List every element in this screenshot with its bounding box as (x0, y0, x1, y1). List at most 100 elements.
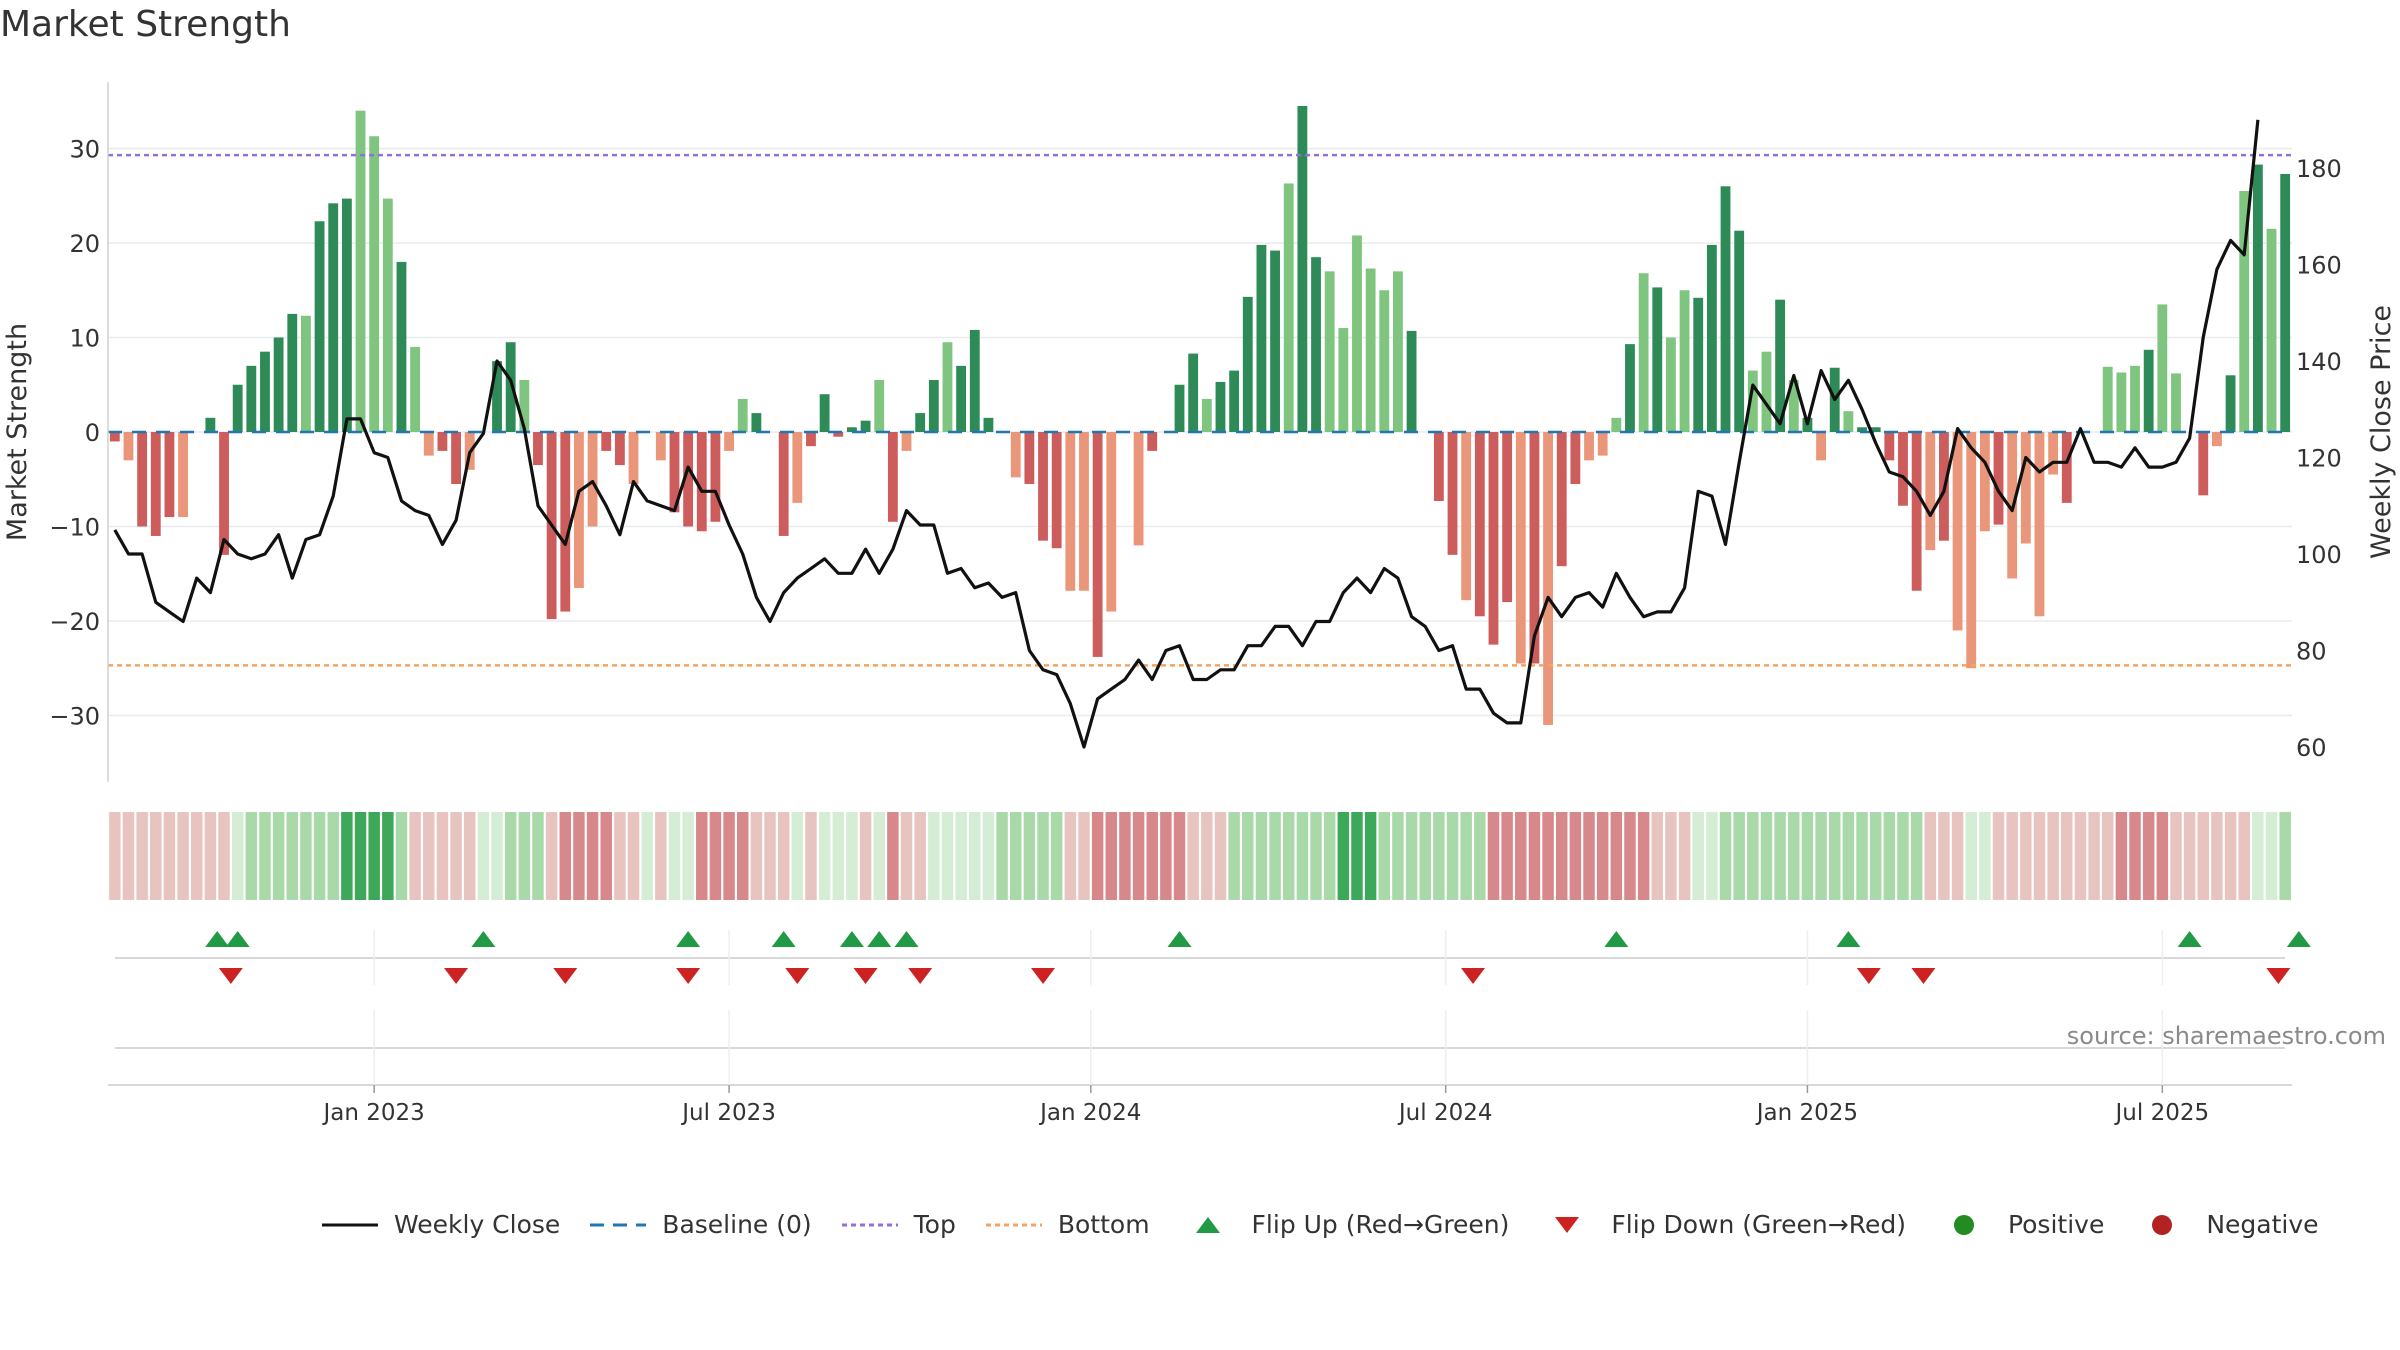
strength-bar (505, 342, 516, 432)
strength-bar (260, 351, 270, 432)
strength-bar (1365, 268, 1376, 432)
strength-strip-cell (1924, 812, 1937, 900)
bars-layer (109, 105, 2291, 725)
strength-bar (1543, 432, 1553, 725)
strength-strip-cell (1228, 812, 1240, 900)
flip-up-marker (894, 931, 919, 947)
strength-strip-cell (969, 812, 981, 900)
strength-bar (246, 365, 257, 432)
strength-bar (901, 432, 912, 451)
strength-strip-cell (245, 812, 258, 900)
strength-bar (1816, 432, 1826, 461)
strength-bar (614, 432, 625, 466)
strength-strip-cell (1897, 812, 1909, 900)
legend-item-positive: Positive (1934, 1210, 2104, 1239)
strength-strip-cell (354, 812, 367, 900)
x-tick-label: Jan 2024 (1038, 1100, 1141, 1126)
strength-bar (123, 432, 134, 461)
strength-strip-cell (2170, 812, 2182, 900)
strength-bar (1788, 380, 1799, 432)
legend-glyph (1555, 1216, 1580, 1233)
strength-bar (1092, 432, 1103, 657)
strength-strip-cell (545, 812, 558, 900)
strength-bar (1666, 337, 1676, 432)
flip-up-marker (1836, 931, 1861, 947)
flip-down-marker (1461, 968, 1485, 984)
close-line-layer (113, 119, 2260, 749)
legend-item-baseline: Baseline (0) (588, 1210, 812, 1239)
strength-strip-cell (1078, 812, 1090, 900)
strength-strip-cell (1119, 812, 1131, 900)
strength-strip-cell (614, 812, 626, 900)
strength-strip-cell (1296, 812, 1309, 900)
strength-strip-cell (109, 812, 121, 900)
strength-strip-cell (736, 812, 749, 900)
strength-bar (2266, 228, 2277, 432)
strength-bar (1133, 432, 1144, 546)
strength-bar (273, 337, 284, 432)
strength-bar (778, 432, 789, 536)
strength-bar (423, 432, 434, 456)
page-title: Market Strength (0, 4, 291, 45)
strength-strip-cell (204, 812, 217, 900)
strength-strip-cell (668, 812, 681, 900)
strength-strip-cell (2197, 812, 2210, 900)
strength-bar (2048, 432, 2059, 475)
legend-label: Flip Up (Red→Green) (1251, 1210, 1510, 1239)
legend-symbol-top (841, 1223, 898, 1226)
strength-bar (792, 432, 803, 503)
strength-bar (1693, 297, 1704, 432)
flip-up-marker (867, 931, 892, 947)
strength-strip-cell (2006, 812, 2018, 900)
legend-label: Bottom (1057, 1210, 1150, 1239)
x-axis-layer: Jan 2023 Jul 2023 Jan 2024 Jul 2024 Jan 2025… (108, 1010, 2292, 1126)
legend-symbol-bottom (985, 1223, 1042, 1226)
strength-bar (1447, 432, 1458, 555)
strength-bar (956, 365, 967, 432)
legend-symbol-close (322, 1223, 378, 1226)
strength-bar (1488, 432, 1499, 645)
y2-tick-label: 60 (2296, 734, 2327, 762)
color-strip-layer (109, 812, 2291, 900)
strength-bar (1283, 183, 1294, 432)
strength-strip-cell (777, 812, 790, 900)
strength-strip-cell (2183, 812, 2196, 900)
strength-bar (2212, 432, 2222, 447)
strength-bar (2116, 372, 2127, 432)
strength-strip-cell (2279, 812, 2291, 900)
strength-strip-cell (928, 812, 940, 900)
legend-symbol-baseline (590, 1223, 647, 1226)
strength-strip-cell (1801, 812, 1814, 900)
strength-bar (737, 398, 748, 432)
flip-down-marker (553, 968, 578, 984)
strength-strip-cell (1583, 812, 1595, 900)
y-tick-label: −20 (49, 608, 100, 636)
strength-bar (1406, 330, 1417, 432)
strength-strip-cell (1869, 812, 1882, 900)
strength-strip-cell (1610, 812, 1623, 900)
strength-bar (1652, 287, 1663, 432)
strength-bar (328, 203, 339, 432)
strength-bar (1147, 432, 1158, 451)
strength-strip-cell (1433, 812, 1445, 900)
strength-bar (1911, 432, 1922, 591)
flip-down-marker (785, 968, 810, 984)
strength-strip-cell (1419, 812, 1431, 900)
strength-bar (1393, 271, 1403, 432)
y2-tick-label: 120 (2296, 445, 2342, 473)
strength-strip-cell (1009, 812, 1022, 900)
strength-strip-cell (1146, 812, 1158, 900)
flip-down-marker (1031, 968, 1056, 984)
strength-bar (1706, 244, 1717, 432)
x-tick-label: Jul 2024 (1397, 1100, 1493, 1126)
flip-up-marker (1167, 931, 1192, 947)
strength-strip-cell (1460, 812, 1472, 900)
strength-bar (355, 110, 366, 432)
strength-bar (1188, 353, 1199, 432)
strength-strip-cell (573, 812, 585, 900)
legend-item-close: Weekly Close (320, 1210, 560, 1239)
strength-strip-cell (1965, 812, 1977, 900)
strength-strip-cell (859, 812, 872, 900)
flip-down-marker (853, 968, 878, 984)
strength-bar (1625, 344, 1635, 432)
